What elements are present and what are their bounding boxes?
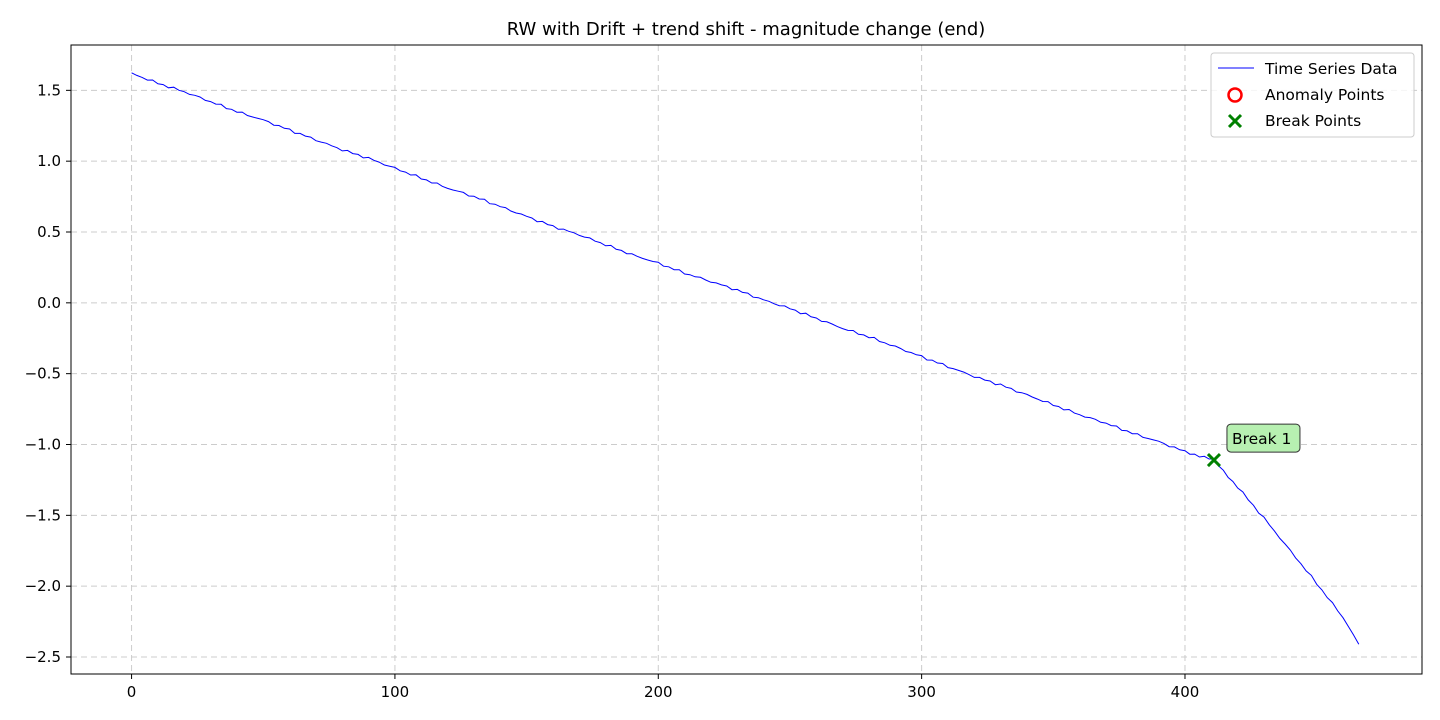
legend-x-swatch [1227, 113, 1243, 129]
marker-layer [1206, 453, 1222, 468]
annotation-layer: Break 1 [1226, 423, 1301, 453]
break-point-marker [1206, 453, 1222, 468]
legend-label-break-points: Break Points [1265, 112, 1361, 130]
legend-x-stroke [1227, 113, 1243, 129]
legend-label-time-series-data: Time Series Data [1264, 60, 1397, 78]
y-tick-label: −1.5 [25, 506, 61, 524]
tick-layer: 0 100 200 300 400 1.5 1.0 0.5 0.0 −0.5 −1.0 −1.5 −2.… [25, 81, 1200, 701]
annotation-box [1226, 423, 1301, 453]
break-marker-stroke [1206, 453, 1222, 468]
legend-box [1210, 52, 1415, 138]
y-tick-label: −0.5 [25, 365, 61, 383]
y-tick-label: 0.5 [37, 223, 61, 241]
x-tick-label: 400 [1171, 683, 1200, 701]
annotation-break-label: Break 1 [1226, 423, 1301, 453]
x-tick-label: 0 [127, 683, 137, 701]
y-tick-label: 1.0 [37, 152, 61, 170]
x-tick-label: 100 [381, 683, 410, 701]
annotation-text: Break 1 [1232, 430, 1291, 448]
grid-layer [71, 45, 1422, 674]
y-tick-label: 0.0 [37, 294, 61, 312]
plot-frame [70, 44, 1423, 675]
legend-circle-swatch [1227, 87, 1243, 103]
y-tick-label: −2.5 [25, 648, 61, 666]
series-line-time-series-data [131, 72, 1360, 645]
legend-label-anomaly-points: Anomaly Points [1265, 86, 1384, 104]
series-layer [131, 72, 1360, 645]
chart-title: RW with Drift + trend shift - magnitude … [507, 19, 986, 40]
y-tick-label: −1.0 [25, 436, 61, 454]
x-tick-label: 300 [907, 683, 936, 701]
y-tick-label: 1.5 [37, 81, 61, 99]
x-tick-label: 200 [644, 683, 673, 701]
legend: Time Series Data Anomaly Points Break Poin… [1210, 52, 1415, 138]
y-tick-label: −2.0 [25, 577, 61, 595]
